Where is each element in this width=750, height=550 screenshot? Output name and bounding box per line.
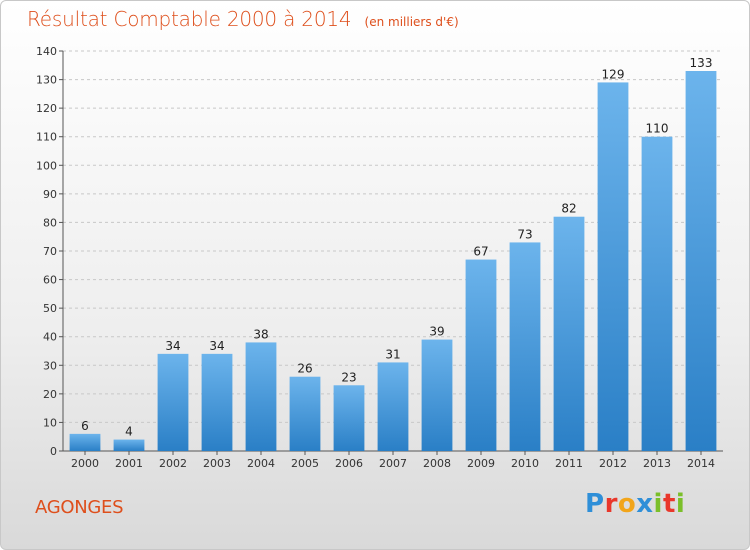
y-tick-label: 100 [36,159,57,172]
y-tick-label: 10 [43,416,57,429]
location-name: AGONGES [35,497,124,518]
x-tick-label: 2002 [159,457,187,470]
data-label: 82 [561,202,576,216]
y-tick-label: 130 [36,74,57,87]
data-label: 4 [125,425,133,439]
bar [245,342,277,451]
data-label: 34 [165,339,180,353]
data-label: 23 [341,370,356,384]
y-tick-label: 50 [43,302,57,315]
x-tick-label: 2006 [335,457,363,470]
brand-letter: r [604,489,618,519]
data-label: 6 [81,419,89,433]
y-tick-label: 0 [50,445,57,458]
x-tick-label: 2014 [687,457,715,470]
bar [69,433,101,451]
brand-letter: i [653,489,663,519]
bar [553,216,585,451]
y-tick-label: 80 [43,216,57,229]
y-tick-label: 20 [43,388,57,401]
chart-header: Résultat Comptable 2000 à 2014 (en milli… [27,7,459,31]
y-tick-label: 40 [43,331,57,344]
bar [377,362,409,451]
bar [113,439,145,451]
bar [289,376,321,451]
bar [509,242,541,451]
bar [157,353,189,451]
y-tick-label: 30 [43,359,57,372]
x-tick-label: 2001 [115,457,143,470]
x-tick-label: 2008 [423,457,451,470]
data-label: 133 [690,56,713,70]
data-label: 38 [253,327,268,341]
bar [685,71,717,451]
y-tick-label: 120 [36,102,57,115]
brand-letter: o [617,489,637,519]
x-tick-label: 2005 [291,457,319,470]
brand-letter: i [675,489,686,519]
chart-title: Résultat Comptable 2000 à 2014 [27,7,352,31]
y-tick-label: 140 [36,45,57,58]
x-tick-labels: 2000 2001 2002 2003 2004 2005 2006 2007 2008 2009… [71,457,715,470]
y-tick-labels: 0 10 20 30 40 50 60 70 80 90 100 110 120 130 140 [36,45,57,458]
y-tick-label: 60 [43,274,57,287]
x-tick-label: 2009 [467,457,495,470]
x-tick-label: 2000 [71,457,99,470]
x-tick-label: 2012 [599,457,627,470]
brand-letter: P [585,489,605,519]
y-tick-label: 90 [43,188,57,201]
x-tick-label: 2004 [247,457,275,470]
bar [201,353,233,451]
bars [69,71,717,451]
data-label: 31 [385,347,400,361]
y-tick-label: 70 [43,245,57,258]
data-labels: 6 4 34 34 38 26 23 31 39 67 73 82 129 110 133 [81,56,712,439]
x-tick-label: 2007 [379,457,407,470]
bar [597,82,629,451]
bar [333,385,365,451]
y-tick-label: 110 [36,131,57,144]
bar [465,259,497,451]
data-label: 34 [209,339,224,353]
data-label: 67 [473,245,488,259]
chart-subtitle: (en milliers d'€) [364,15,459,29]
data-label: 26 [297,362,312,376]
data-label: 129 [602,67,625,81]
data-label: 110 [646,122,669,136]
x-tick-label: 2011 [555,457,583,470]
data-label: 73 [517,227,532,241]
brand-logo: Proxiti [585,489,685,519]
data-label: 39 [429,325,444,339]
x-tick-label: 2003 [203,457,231,470]
bar [641,136,673,451]
bar [421,339,453,451]
brand-letter: x [636,489,654,519]
x-tick-label: 2010 [511,457,539,470]
brand-letter: t [662,489,676,519]
x-tick-label: 2013 [643,457,671,470]
